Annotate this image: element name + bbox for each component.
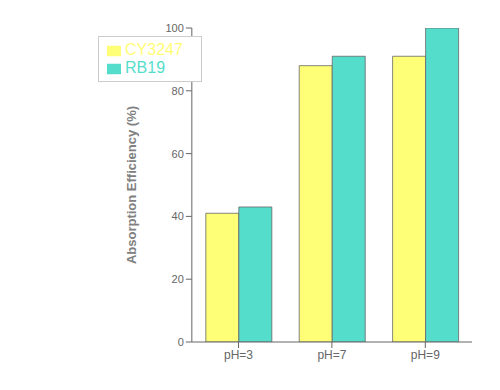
svg-text:Absorption Efficiency (%): Absorption Efficiency (%) [124,106,139,264]
svg-text:pH=7: pH=7 [317,348,346,362]
svg-text:40: 40 [172,210,184,222]
svg-text:0: 0 [178,336,184,348]
svg-text:80: 80 [172,85,184,97]
html-text:RB19: RB19 [125,59,165,76]
svg-text:60: 60 [172,148,184,160]
svg-text:100: 100 [165,22,183,34]
svg-text:20: 20 [172,273,184,285]
svg-text:pH=3: pH=3 [224,348,253,362]
html-text:CY3247: CY3247 [125,41,183,58]
svg-text:pH=9: pH=9 [411,348,440,362]
